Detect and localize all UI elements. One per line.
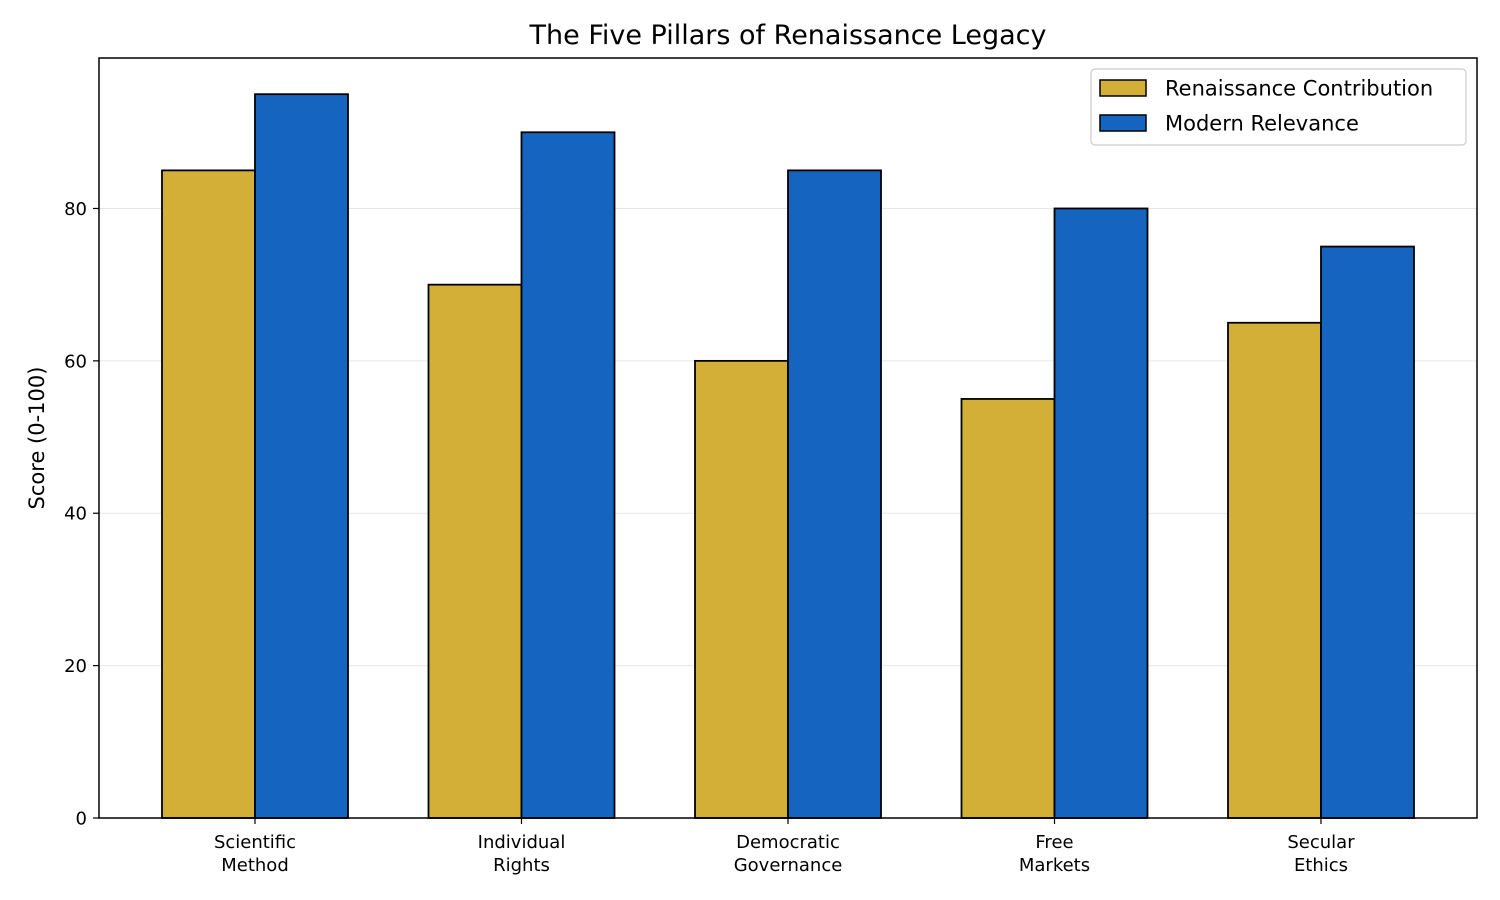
legend: Renaissance Contribution Modern Relevance: [1090, 68, 1467, 146]
x-tick-label-line: Individual: [478, 832, 566, 853]
bar-modern-relevance: [1320, 245, 1415, 819]
x-tick-label: Free Markets: [1019, 832, 1090, 876]
y-tick-label: 20: [64, 656, 87, 677]
legend-swatch: [1099, 79, 1147, 97]
y-tick-label: 60: [64, 351, 87, 372]
bar-renaissance-contribution: [960, 398, 1056, 819]
x-tick-label-line: Governance: [734, 855, 843, 876]
bar-renaissance-contribution: [694, 359, 789, 819]
y-tick-label: 80: [64, 199, 87, 220]
x-tick-label-line: Markets: [1019, 855, 1090, 876]
x-tick-label-line: Free: [1035, 832, 1073, 853]
x-tick-label-line: Scientific: [214, 832, 296, 853]
y-tick-label: 0: [76, 809, 87, 830]
x-tick-label: Scientific Method: [214, 832, 296, 876]
bar-renaissance-contribution: [161, 169, 256, 819]
bar-renaissance-contribution: [427, 283, 523, 819]
x-tick-label: Secular Ethics: [1287, 832, 1355, 876]
x-tick-label-line: Ethics: [1294, 855, 1348, 876]
y-axis-label: Score (0-100): [25, 367, 49, 510]
legend-label: Renaissance Contribution: [1165, 77, 1433, 101]
legend-swatch: [1099, 114, 1147, 132]
x-tick-label: Democratic Governance: [734, 832, 843, 876]
bar-modern-relevance: [1053, 207, 1149, 819]
x-tick-label-line: Democratic: [736, 832, 840, 853]
bar-renaissance-contribution: [1227, 321, 1322, 819]
x-axis: Scientific Method Individual Rights Democrat…: [214, 818, 1355, 876]
y-tick-label: 40: [64, 504, 87, 525]
x-tick-label-line: Method: [221, 855, 289, 876]
bars: [161, 93, 1415, 819]
legend-label: Modern Relevance: [1165, 112, 1359, 136]
chart-title: The Five Pillars of Renaissance Legacy: [529, 20, 1047, 51]
x-tick-label: Individual Rights: [478, 832, 566, 876]
bar-modern-relevance: [254, 93, 349, 819]
x-tick-label-line: Rights: [493, 855, 550, 876]
legend-box: [1090, 68, 1467, 146]
bar-modern-relevance: [520, 131, 616, 819]
bar-modern-relevance: [787, 169, 882, 819]
y-axis: 0 20 40 60 80: [64, 199, 99, 830]
x-tick-label-line: Secular: [1287, 832, 1355, 853]
